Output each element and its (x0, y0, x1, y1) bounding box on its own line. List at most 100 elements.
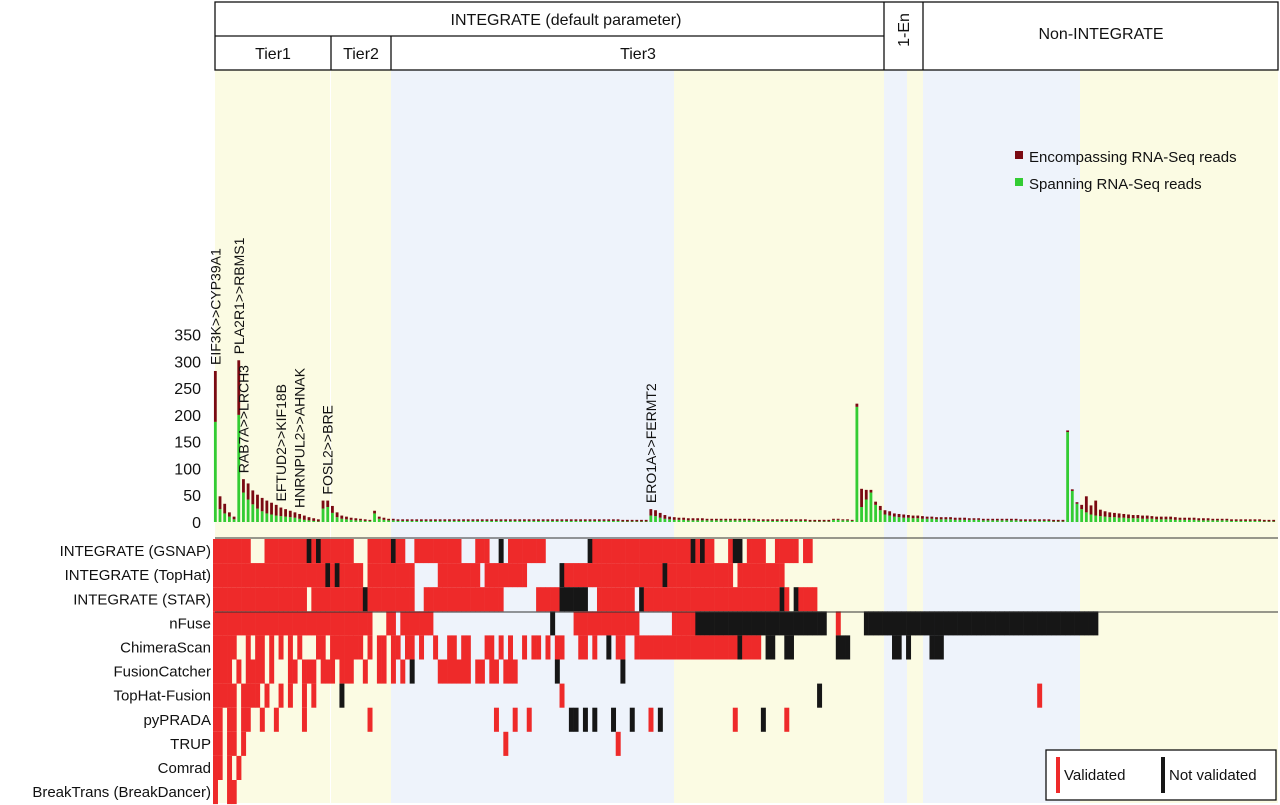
cell-validated (461, 563, 467, 588)
cell-validated (582, 563, 588, 588)
cell-validated (339, 611, 345, 636)
cell-validated (648, 707, 654, 732)
cell-validated (653, 539, 659, 564)
cell-validated (231, 683, 237, 708)
cell-validated (690, 611, 696, 636)
cell-not-validated (760, 707, 766, 732)
cell-validated (231, 587, 237, 612)
bar-spanning (729, 520, 732, 522)
cell-validated (311, 563, 317, 588)
cell-not-validated (873, 611, 879, 636)
cell-validated (222, 611, 228, 636)
bar-spanning (803, 520, 807, 522)
bar-spanning (640, 521, 643, 522)
cell-validated (344, 563, 350, 588)
bar-spanning (307, 520, 311, 522)
cell-validated (330, 611, 336, 636)
y-tick-label: 250 (174, 381, 201, 398)
bar-spanning (1005, 520, 1009, 522)
cell-validated (770, 563, 776, 588)
bar-spanning (382, 519, 386, 522)
bar-spanning (274, 515, 278, 522)
cell-validated (742, 563, 748, 588)
bar-encompassing (410, 519, 414, 521)
cell-not-validated (840, 635, 846, 660)
cell-validated (465, 659, 471, 684)
bar-spanning (1220, 520, 1224, 522)
bar-encompassing (1061, 519, 1065, 522)
bar-encompassing (1211, 518, 1215, 521)
cell-validated (372, 563, 378, 588)
cell-validated (1037, 683, 1043, 708)
heatmap-row-label: INTEGRATE (STAR) (73, 591, 211, 608)
cell-validated (348, 611, 354, 636)
bar-spanning (1225, 520, 1229, 522)
cell-validated (465, 635, 471, 660)
cell-validated (231, 611, 237, 636)
cell-not-validated (887, 611, 893, 636)
bar-encompassing (766, 519, 770, 521)
cell-validated (348, 539, 354, 564)
cell-validated (559, 683, 565, 708)
bar-encompassing (1131, 515, 1135, 519)
cell-not-validated (892, 611, 897, 636)
bar-spanning (1267, 521, 1271, 522)
cell-validated (835, 611, 841, 636)
bar-encompassing (1024, 519, 1027, 521)
cell-validated (685, 635, 691, 660)
cell-validated (292, 659, 298, 684)
bar-spanning (1113, 517, 1116, 522)
fusion-annotation: ERO1A>>FERMT2 (643, 383, 659, 503)
cell-validated (381, 635, 387, 660)
cell-not-validated (929, 611, 935, 636)
cell-validated (301, 659, 307, 684)
cell-validated (596, 611, 602, 636)
bar-spanning (883, 514, 887, 522)
cell-not-validated (971, 611, 977, 636)
cell-validated (353, 563, 359, 588)
bar-encompassing (1000, 518, 1004, 521)
bar-encompassing (724, 518, 728, 521)
cell-validated (451, 539, 457, 564)
bar-spanning (438, 520, 442, 522)
cell-validated (512, 563, 518, 588)
cell-validated (489, 587, 495, 612)
bar-spanning (1010, 520, 1013, 522)
heatmap-row-label: INTEGRATE (TopHat) (65, 567, 211, 584)
bar-encompassing (902, 514, 906, 518)
cell-validated (681, 563, 687, 588)
cell-not-validated (554, 659, 560, 684)
bar-spanning (288, 517, 292, 522)
cell-not-validated (924, 611, 930, 636)
bar-spanning (541, 520, 545, 522)
cell-validated (498, 587, 504, 612)
cell-validated (714, 563, 720, 588)
cell-validated (756, 563, 762, 588)
cell-validated (601, 539, 607, 564)
cell-validated (213, 659, 218, 684)
cell-validated (344, 587, 350, 612)
cell-validated (320, 635, 326, 660)
bar-spanning (836, 519, 840, 522)
cell-validated (456, 539, 462, 564)
cell-validated (358, 635, 364, 660)
bar-encompassing (419, 519, 423, 521)
bar-encompassing (391, 518, 395, 521)
cell-validated (414, 539, 420, 564)
cell-validated (662, 587, 668, 612)
cell-validated (306, 611, 312, 636)
cell-validated (376, 587, 382, 612)
bar-spanning (284, 516, 287, 522)
y-tick-label: 50 (183, 488, 201, 505)
bar-spanning (551, 520, 554, 522)
cell-validated (222, 659, 228, 684)
bar-encompassing (405, 519, 409, 521)
cell-validated (751, 635, 757, 660)
bar-spanning (256, 508, 259, 522)
cell-validated (339, 539, 345, 564)
cell-validated (339, 587, 345, 612)
bar-spanning (986, 520, 990, 522)
cell-validated (245, 659, 251, 684)
cell-validated (409, 587, 415, 612)
bar-spanning (405, 520, 409, 522)
